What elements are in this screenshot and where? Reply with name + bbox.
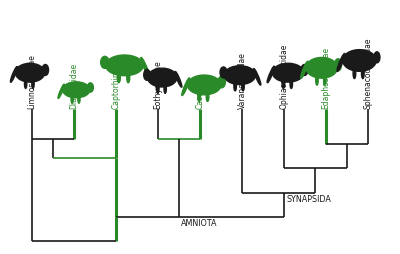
Ellipse shape: [10, 67, 17, 83]
Ellipse shape: [87, 84, 93, 93]
Ellipse shape: [220, 68, 227, 78]
Ellipse shape: [282, 80, 285, 89]
Ellipse shape: [157, 84, 159, 94]
Ellipse shape: [32, 80, 34, 89]
Text: Edaphosauridae: Edaphosauridae: [321, 47, 330, 109]
Ellipse shape: [24, 80, 27, 89]
Ellipse shape: [337, 54, 345, 72]
Ellipse shape: [374, 53, 380, 64]
Ellipse shape: [148, 69, 177, 88]
Ellipse shape: [301, 62, 308, 79]
Text: Captorhinidae: Captorhinidae: [112, 55, 120, 109]
Ellipse shape: [71, 96, 73, 104]
Ellipse shape: [106, 56, 143, 76]
Ellipse shape: [218, 77, 225, 88]
Text: Limnoscelidae: Limnoscelidae: [28, 54, 37, 109]
Ellipse shape: [301, 65, 308, 76]
Ellipse shape: [206, 92, 209, 102]
Ellipse shape: [362, 68, 364, 79]
Ellipse shape: [58, 85, 64, 99]
Ellipse shape: [324, 75, 326, 86]
Ellipse shape: [353, 68, 356, 79]
Ellipse shape: [127, 73, 130, 83]
Ellipse shape: [15, 64, 45, 83]
Text: Ophiacodontidae: Ophiacodontidae: [280, 44, 288, 109]
Ellipse shape: [316, 75, 318, 86]
Ellipse shape: [182, 78, 190, 96]
Ellipse shape: [141, 58, 150, 78]
Text: Caseidae: Caseidae: [196, 74, 204, 109]
Ellipse shape: [254, 69, 261, 86]
Ellipse shape: [234, 82, 236, 91]
Ellipse shape: [188, 76, 221, 96]
Text: Varanopseidae: Varanopseidae: [238, 52, 246, 109]
Ellipse shape: [78, 96, 80, 104]
Ellipse shape: [343, 51, 376, 72]
Text: SYNAPSIDA: SYNAPSIDA: [286, 194, 331, 203]
Ellipse shape: [144, 70, 150, 81]
Text: Sphenacodontidae: Sphenacodontidae: [363, 38, 372, 109]
Ellipse shape: [272, 64, 304, 83]
Ellipse shape: [242, 82, 244, 91]
Ellipse shape: [334, 59, 342, 72]
Ellipse shape: [42, 65, 48, 76]
Ellipse shape: [164, 84, 166, 94]
Ellipse shape: [62, 83, 90, 99]
Text: Diadectidae: Diadectidae: [70, 63, 79, 109]
Ellipse shape: [306, 58, 338, 79]
Ellipse shape: [198, 92, 200, 102]
Ellipse shape: [175, 72, 182, 88]
Text: Eothyrididae: Eothyrididae: [154, 60, 162, 109]
Ellipse shape: [101, 57, 109, 69]
Text: AMNIOTA: AMNIOTA: [181, 218, 218, 227]
Ellipse shape: [117, 73, 120, 83]
Ellipse shape: [290, 80, 292, 89]
Ellipse shape: [224, 67, 256, 85]
Ellipse shape: [267, 67, 274, 84]
